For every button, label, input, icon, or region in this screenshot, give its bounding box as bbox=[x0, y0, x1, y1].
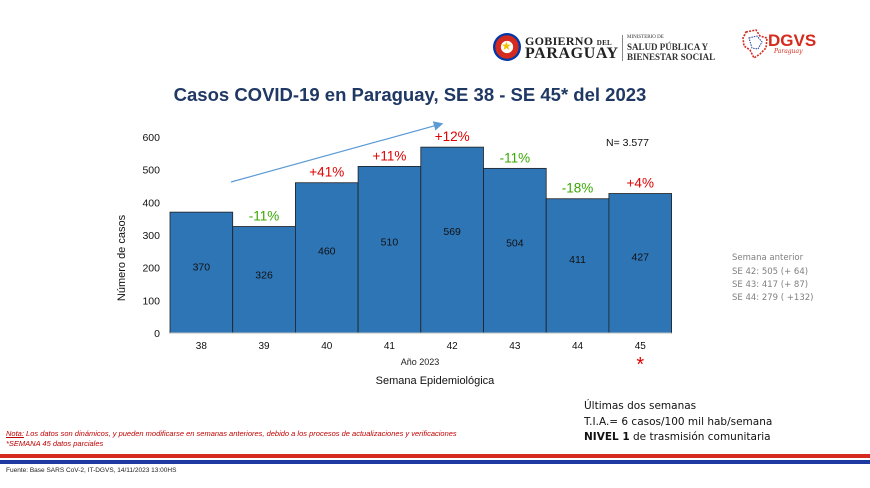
x-tick-label: 42 bbox=[447, 341, 459, 352]
flag-stripe-red bbox=[0, 454, 870, 458]
y-tick-label: 600 bbox=[142, 132, 160, 144]
y-tick-label: 300 bbox=[142, 230, 160, 242]
y-tick-label: 100 bbox=[142, 295, 160, 307]
y-axis: 0 100 200 300 400 500 600 bbox=[142, 132, 160, 340]
chart-title: Casos COVID-19 en Paraguay, SE 38 - SE 4… bbox=[173, 84, 647, 105]
bar-change-label: -11% bbox=[249, 209, 280, 224]
bar-value-label: 427 bbox=[631, 251, 649, 263]
bar-change-label: +12% bbox=[435, 129, 470, 144]
bar bbox=[545, 198, 610, 334]
semana-anterior-box: Semana anterior SE 42: 505 (+ 64) SE 43:… bbox=[732, 253, 813, 303]
dgvs-text: DGVS bbox=[768, 31, 817, 50]
paraguay-seal-icon: ★ bbox=[493, 33, 521, 61]
n-total: N= 3.577 bbox=[606, 137, 649, 149]
bar-chart: 0 100 200 300 400 500 600 370 326 -11% 460 +41% 510… bbox=[116, 121, 673, 387]
ultimas-line2: T.I.A.= 6 casos/100 mil hab/semana bbox=[584, 415, 773, 428]
ultimas-semanas: Últimas dos semanas T.I.A.= 6 casos/100 … bbox=[584, 399, 772, 446]
x-axis: 38 39 40 41 42 43 44 45 bbox=[196, 341, 646, 352]
semana-anterior-row: SE 42: 505 (+ 64) bbox=[732, 267, 808, 277]
paraguay-map-icon bbox=[742, 29, 768, 60]
bar bbox=[483, 167, 547, 334]
bar-change-label: -18% bbox=[562, 181, 594, 196]
flag-stripe-blue bbox=[0, 460, 870, 464]
x-tick-label: 40 bbox=[321, 341, 333, 352]
bar-change-label: +4% bbox=[627, 176, 654, 191]
y-tick-label: 0 bbox=[154, 328, 160, 340]
bar-change-label: +11% bbox=[372, 148, 406, 163]
bar bbox=[357, 165, 422, 334]
x-tick-label: 45 bbox=[635, 341, 647, 352]
bar bbox=[420, 146, 484, 334]
partial-week-asterisk: * bbox=[636, 354, 644, 376]
trend-arrow bbox=[230, 121, 444, 183]
gobierno-line1: GOBIERNO DEL bbox=[525, 34, 613, 48]
bar-value-label: 569 bbox=[443, 226, 461, 238]
bar bbox=[294, 182, 359, 334]
bar-value-label: 411 bbox=[569, 254, 586, 266]
x-tick-label: 43 bbox=[509, 341, 521, 352]
nota-line2: *SEMANA 45 datos parciales bbox=[6, 439, 104, 448]
bar bbox=[169, 211, 234, 334]
bar-value-label: 510 bbox=[381, 236, 399, 248]
bar bbox=[232, 226, 296, 334]
x-axis-sublabel: Año 2023 bbox=[401, 357, 440, 367]
semana-anterior-title: Semana anterior bbox=[732, 253, 804, 263]
bar-value-label: 326 bbox=[255, 269, 273, 281]
gobierno-line2: PARAGUAY bbox=[525, 45, 619, 62]
bar-change-label: -11% bbox=[500, 150, 531, 165]
ultimas-line3: NIVEL 1 de trasmisión comunitaria bbox=[584, 430, 772, 446]
fuente: Fuente: Base SARS CoV-2, IT-DGVS, 14/11/… bbox=[6, 467, 177, 474]
ministerio-line1: MINISTERIO DE bbox=[627, 35, 664, 40]
nota-line1: Nota: Los datos son dinámicos, y pueden … bbox=[6, 429, 457, 439]
gobierno-paraguay-logo: ★ GOBIERNO DEL PARAGUAY MINISTERIO DE SA… bbox=[493, 31, 733, 65]
flag-stripe-white bbox=[0, 458, 870, 460]
y-tick-label: 400 bbox=[142, 197, 160, 209]
nivel-label: NIVEL 1 bbox=[584, 431, 630, 443]
ultimas-line1: Últimas dos semanas bbox=[584, 400, 697, 412]
bar-value-label: 460 bbox=[318, 245, 336, 257]
semana-anterior-row: SE 44: 279 ( +132) bbox=[732, 293, 813, 303]
y-tick-label: 500 bbox=[142, 165, 160, 177]
nivel-text: de trasmisión comunitaria bbox=[629, 431, 771, 443]
nota: Nota: Los datos son dinámicos, y pueden … bbox=[6, 429, 457, 449]
ministerio-line2: SALUD PÚBLICA Y bbox=[627, 42, 709, 52]
dgvs-subtext: Paraguay bbox=[774, 48, 803, 55]
dgvs-logo: DGVS Paraguay bbox=[740, 28, 825, 62]
bar-change-label: +41% bbox=[309, 165, 344, 180]
nota-text: Los datos son dinámicos, y pueden modifi… bbox=[23, 429, 457, 438]
bar-value-label: 504 bbox=[506, 237, 524, 249]
semana-anterior-row: SE 43: 417 (+ 87) bbox=[732, 280, 808, 290]
logo-divider bbox=[622, 35, 623, 61]
nota-label: Nota: bbox=[6, 429, 24, 438]
ministerio-line3: BIENESTAR SOCIAL bbox=[627, 52, 716, 62]
bar bbox=[608, 193, 673, 334]
x-tick-label: 38 bbox=[196, 341, 208, 352]
x-tick-label: 44 bbox=[572, 341, 584, 352]
x-tick-label: 41 bbox=[384, 341, 396, 352]
y-tick-label: 200 bbox=[142, 263, 160, 275]
y-axis-label: Número de casos bbox=[116, 214, 128, 301]
bar-value-label: 370 bbox=[193, 262, 211, 274]
bars-group: 370 326 -11% 460 +41% 510 +11% 569 +12% 504 -11% 41… bbox=[169, 129, 673, 334]
x-tick-label: 39 bbox=[258, 341, 270, 352]
x-axis-label: Semana Epidemiológica bbox=[376, 375, 496, 387]
